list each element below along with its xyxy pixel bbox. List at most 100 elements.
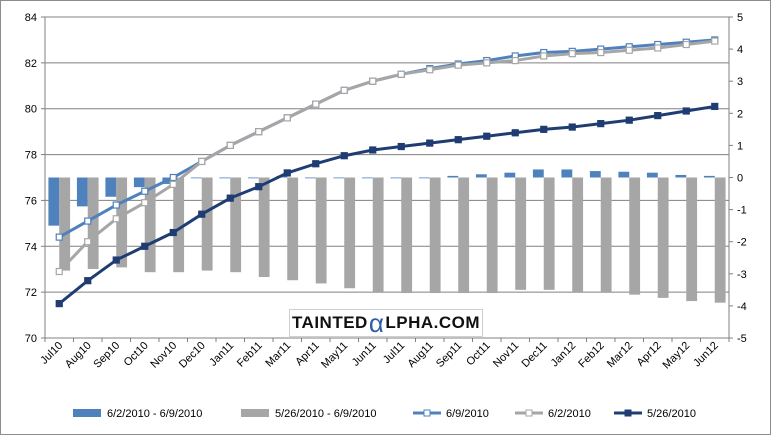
x-tick-label: Aug11 <box>405 340 435 370</box>
point <box>55 300 63 308</box>
point <box>141 187 149 195</box>
point <box>483 59 491 67</box>
x-tick-label: Sep11 <box>434 340 464 370</box>
point <box>597 120 605 128</box>
bar <box>675 174 687 178</box>
x-tick-label: Apr12 <box>635 340 664 369</box>
point <box>426 66 434 74</box>
point <box>255 128 263 136</box>
watermark-alpha: α <box>368 308 385 338</box>
y2-tick-label: 4 <box>737 44 743 56</box>
point <box>112 256 120 264</box>
y2-tick-label: 0 <box>737 173 743 185</box>
point <box>141 199 149 207</box>
bar <box>429 177 441 294</box>
bar <box>333 177 345 179</box>
line-layer <box>55 36 719 308</box>
point <box>682 40 690 49</box>
bar <box>543 177 555 290</box>
watermark-logo: TAINTED α LPHA.COM <box>289 309 483 337</box>
bar <box>686 177 698 302</box>
legend: 6/2/2010 - 6/9/2010 5/26/2010 - 6/9/2010 6… <box>73 408 696 420</box>
point <box>84 277 92 285</box>
x-tick-label: Jul10 <box>38 340 65 367</box>
x-tick-label: Dec10 <box>177 340 208 371</box>
point <box>454 61 462 69</box>
x-tick-label: Aug10 <box>63 340 94 371</box>
y2-tick-label: -2 <box>737 237 747 249</box>
point <box>55 233 63 241</box>
y-tick-label: 82 <box>25 58 37 70</box>
bar <box>703 175 715 178</box>
y2-tick-label: 3 <box>737 76 743 88</box>
bar <box>600 177 612 292</box>
point <box>597 48 605 57</box>
point <box>397 70 405 78</box>
bar <box>133 177 145 188</box>
x-tick-label: Jul11 <box>381 340 408 367</box>
point <box>112 215 120 223</box>
point <box>397 142 405 151</box>
legend-label: 6/2/2010 - 6/9/2010 <box>107 408 202 420</box>
x-tick-label: Dec11 <box>519 340 549 370</box>
bar <box>657 177 669 298</box>
x-tick-label: Mar11 <box>263 340 293 370</box>
point <box>283 114 291 122</box>
series-line <box>58 104 715 305</box>
y2-tick-label: -5 <box>737 333 747 345</box>
point <box>369 77 377 85</box>
x-tick-label: Apr11 <box>293 340 322 369</box>
bar <box>230 177 242 273</box>
point <box>340 86 348 94</box>
legend-swatch <box>73 409 101 417</box>
x-tick-label: May12 <box>661 340 693 372</box>
bar <box>105 177 117 197</box>
bar <box>258 177 270 278</box>
legend-swatch <box>241 409 269 417</box>
y-tick-label: 76 <box>25 195 37 207</box>
x-tick-label: Jun12 <box>691 340 721 370</box>
x-tick-label: Sep10 <box>91 340 122 371</box>
point <box>625 46 633 54</box>
bar <box>116 177 128 268</box>
point <box>312 100 320 108</box>
bar <box>401 177 413 294</box>
y-tick-label: 78 <box>25 150 37 162</box>
x-tick-label: Jun11 <box>350 340 379 369</box>
point <box>169 180 177 188</box>
point <box>454 136 462 144</box>
bar <box>344 177 356 289</box>
series-line <box>58 38 715 239</box>
point <box>369 146 377 154</box>
point <box>483 132 491 140</box>
point <box>568 50 576 58</box>
y-tick-label: 84 <box>25 12 37 24</box>
point <box>226 141 234 149</box>
bar <box>144 177 156 273</box>
y2-tick-label: -1 <box>737 205 747 217</box>
point <box>141 242 149 250</box>
bar <box>618 171 630 178</box>
bar <box>304 177 316 179</box>
point <box>426 139 434 147</box>
x-tick-label: Mar12 <box>605 340 636 371</box>
legend-label: 5/26/2010 - 6/9/2010 <box>275 408 377 420</box>
y-tick-label: 72 <box>25 287 37 299</box>
bar <box>361 177 373 179</box>
point <box>711 37 719 45</box>
point <box>198 157 206 166</box>
y-tick-label: 74 <box>25 241 37 253</box>
bar <box>504 172 516 178</box>
bar <box>515 177 527 290</box>
point <box>255 183 263 191</box>
point <box>226 194 234 202</box>
point <box>340 152 348 160</box>
point <box>112 201 120 209</box>
x-tick-label: Jan11 <box>207 340 236 369</box>
watermark-text-2: LPHA.COM <box>385 313 481 332</box>
x-tick-label: Oct10 <box>122 340 151 369</box>
bar <box>247 177 259 179</box>
series-line <box>58 39 715 273</box>
watermark-text-1: TAINTED <box>291 313 368 332</box>
